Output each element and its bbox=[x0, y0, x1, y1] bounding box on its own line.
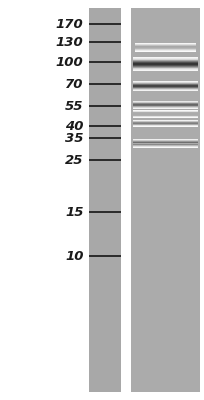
Text: 35: 35 bbox=[65, 132, 84, 144]
Bar bbox=[133, 68, 198, 69]
Bar bbox=[133, 57, 198, 58]
Bar bbox=[89, 8, 121, 392]
Text: 130: 130 bbox=[56, 36, 84, 48]
Bar bbox=[133, 58, 198, 59]
Bar bbox=[133, 60, 198, 61]
Bar bbox=[133, 65, 198, 66]
Bar bbox=[121, 8, 131, 392]
Bar bbox=[133, 59, 198, 60]
Text: 25: 25 bbox=[65, 154, 84, 166]
Text: 70: 70 bbox=[65, 78, 84, 90]
Text: 15: 15 bbox=[65, 206, 84, 218]
Text: 170: 170 bbox=[56, 18, 84, 30]
Text: 10: 10 bbox=[65, 250, 84, 262]
Bar bbox=[133, 61, 198, 62]
Bar bbox=[133, 67, 198, 68]
Bar bbox=[131, 8, 200, 392]
Text: 100: 100 bbox=[56, 56, 84, 68]
Bar bbox=[133, 63, 198, 64]
Bar bbox=[133, 69, 198, 70]
Text: 55: 55 bbox=[65, 100, 84, 112]
Bar bbox=[133, 62, 198, 63]
Bar bbox=[133, 70, 198, 71]
Text: 40: 40 bbox=[65, 120, 84, 132]
Bar bbox=[133, 64, 198, 65]
Bar bbox=[133, 66, 198, 67]
